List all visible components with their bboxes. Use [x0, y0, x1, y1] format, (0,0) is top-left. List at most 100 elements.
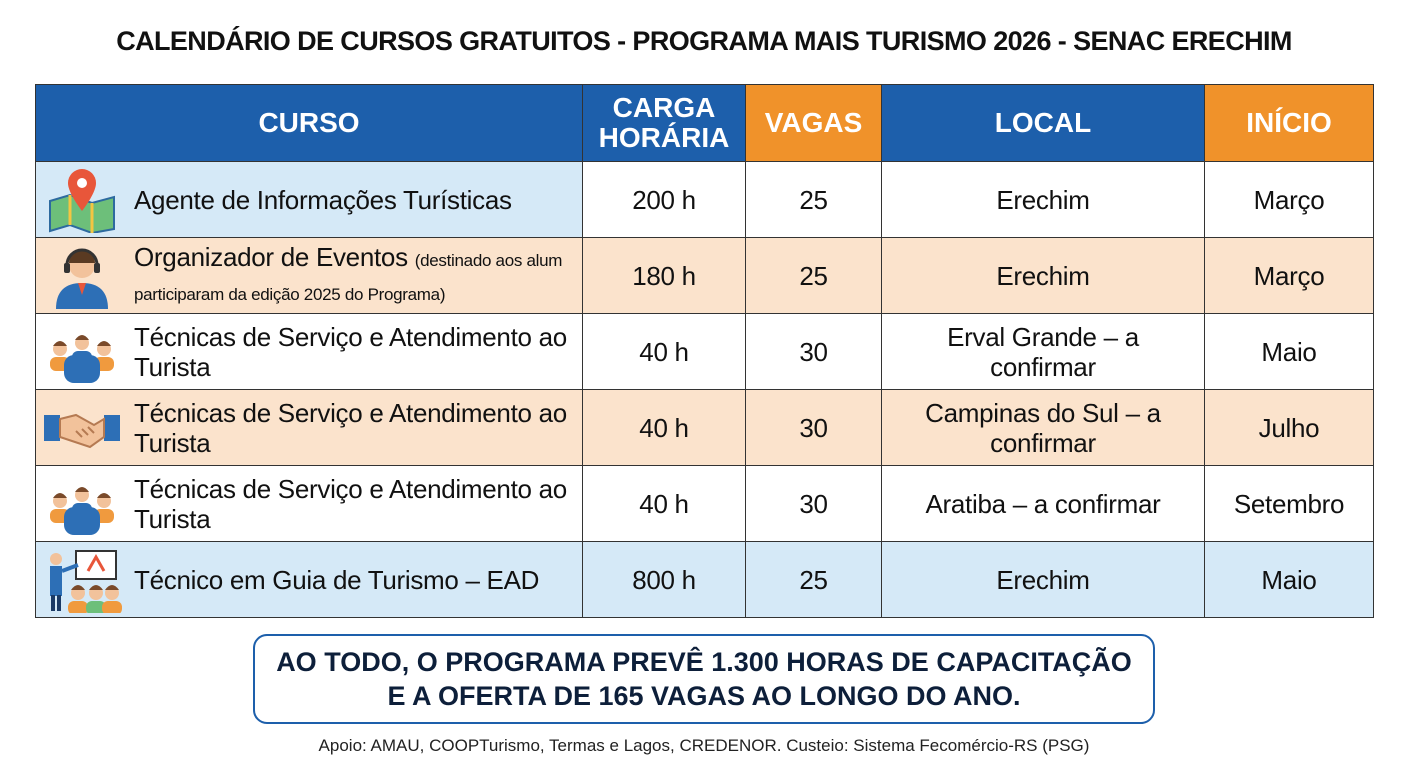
- icon-shape: [68, 168, 96, 211]
- course-table: CURSO CARGA HORÁRIA VAGAS LOCAL INÍCIO Agent…: [35, 84, 1374, 618]
- table-row: Organizador de Eventos (destinado aos al…: [35, 237, 1374, 314]
- column-header: LOCAL: [881, 84, 1205, 162]
- start-cell: Julho: [1204, 389, 1374, 466]
- start-cell: Setembro: [1204, 465, 1374, 542]
- seats-cell: 30: [745, 313, 882, 390]
- course-name: Agente de Informações Turísticas: [134, 184, 512, 215]
- icon-shape: [53, 492, 67, 498]
- table-row: Técnico em Guia de Turismo – EAD 800 h 25 E…: [35, 541, 1374, 618]
- start-cell: Maio: [1204, 541, 1374, 618]
- course-cell: Organizador de Eventos (destinado aos al…: [35, 237, 583, 314]
- course-wrap: Técnico em Guia de Turismo – EAD: [42, 547, 576, 613]
- course-wrap: Técnicas de Serviço e Atendimento ao Tur…: [42, 471, 576, 537]
- hours-cell: 180 h: [582, 237, 746, 314]
- summary-line: E A OFERTA DE 165 VAGAS AO LONGO DO ANO.: [387, 681, 1021, 711]
- icon-shape: [64, 262, 70, 273]
- course-text: Técnicas de Serviço e Atendimento ao Tur…: [134, 474, 576, 534]
- column-header: INÍCIO: [1204, 84, 1374, 162]
- hours-cell: 40 h: [582, 389, 746, 466]
- icon-shape: [49, 168, 115, 233]
- table-row: Técnicas de Serviço e Atendimento ao Tur…: [35, 313, 1374, 390]
- course-name: Técnicas de Serviço e Atendimento ao Tur…: [134, 473, 567, 534]
- icon-shape: [75, 486, 89, 492]
- footer: Apoio: AMAU, COOPTurismo, Termas e Lagos…: [318, 736, 1090, 755]
- course-icon: [42, 547, 122, 613]
- icon-shape: [44, 413, 120, 448]
- column-header: CARGA HORÁRIA: [582, 84, 746, 162]
- course-icon: [42, 243, 122, 309]
- icon-shape: [97, 492, 111, 498]
- summary-line: AO TODO, O PROGRAMA PREVÊ 1.300 HORAS DE…: [276, 647, 1132, 677]
- local-cell: Aratiba – a confirmar: [881, 465, 1205, 542]
- course-text: Técnicas de Serviço e Atendimento ao Tur…: [134, 322, 576, 382]
- course-text: Organizador de Eventos (destinado aos al…: [134, 242, 576, 310]
- page-title: CALENDÁRIO DE CURSOS GRATUITOS - PROGRAM…: [116, 26, 1292, 56]
- icon-shape: [61, 562, 79, 573]
- icon-shape: [69, 249, 95, 263]
- course-icon: [42, 471, 122, 537]
- icon-shape: [89, 584, 103, 590]
- table-row: Agente de Informações Turísticas 200 h 25 E…: [35, 161, 1374, 238]
- local-cell: Erechim: [881, 541, 1205, 618]
- icon-shape: [78, 282, 86, 295]
- icon-shape: [68, 600, 88, 613]
- icon-shape: [105, 584, 119, 590]
- seats-cell: 25: [745, 541, 882, 618]
- icon-shape: [56, 282, 108, 309]
- summary-box: AO TODO, O PROGRAMA PREVÊ 1.300 HORAS DE…: [253, 634, 1155, 724]
- icon-shape: [94, 262, 100, 273]
- icon-shape: [59, 413, 105, 448]
- icon-shape: [50, 486, 114, 535]
- local-cell: Erechim: [881, 237, 1205, 314]
- icon-shape: [97, 340, 111, 346]
- course-wrap: Técnicas de Serviço e Atendimento ao Tur…: [42, 319, 576, 385]
- course-name: Organizador de Eventos: [134, 241, 408, 272]
- table-row: Técnicas de Serviço e Atendimento ao Tur…: [35, 465, 1374, 542]
- icon-shape: [86, 600, 106, 613]
- local-cell: Erval Grande – a confirmar: [881, 313, 1205, 390]
- icon-shape: [71, 584, 85, 590]
- icon-shape: [104, 414, 120, 441]
- seats-cell: 30: [745, 465, 882, 542]
- course-icon: [42, 319, 122, 385]
- icon-shape: [50, 552, 62, 565]
- icon-shape: [57, 594, 61, 611]
- icon-shape: [50, 549, 122, 613]
- icon-shape: [51, 594, 55, 611]
- icon-shape: [86, 553, 106, 572]
- seats-cell: 30: [745, 389, 882, 466]
- start-cell: Março: [1204, 237, 1374, 314]
- icon-shape: [102, 600, 122, 613]
- column-header: CURSO: [35, 84, 583, 162]
- course-wrap: Técnicas de Serviço e Atendimento ao Tur…: [42, 395, 576, 461]
- icon-shape: [56, 248, 108, 309]
- header-row: CURSO CARGA HORÁRIA VAGAS LOCAL INÍCIO: [35, 84, 1374, 162]
- local-cell: Erechim: [881, 161, 1205, 238]
- local-cell: Campinas do Sul – a confirmar: [881, 389, 1205, 466]
- course-icon: [42, 167, 122, 233]
- course-cell: Agente de Informações Turísticas: [35, 161, 583, 238]
- icon-shape: [50, 565, 62, 596]
- icon-shape: [68, 194, 94, 233]
- icon-shape: [65, 248, 99, 265]
- icon-shape: [77, 177, 87, 188]
- seats-cell: 25: [745, 161, 882, 238]
- icon-shape: [50, 334, 114, 383]
- seats-cell: 25: [745, 237, 882, 314]
- hours-cell: 800 h: [582, 541, 746, 618]
- column-header: VAGAS: [745, 84, 882, 162]
- course-text: Técnico em Guia de Turismo – EAD: [134, 565, 539, 595]
- table-row: Técnicas de Serviço e Atendimento ao Tur…: [35, 389, 1374, 466]
- course-text: Agente de Informações Turísticas: [134, 185, 512, 215]
- hours-cell: 40 h: [582, 313, 746, 390]
- icon-shape: [75, 425, 95, 438]
- icon-shape: [75, 334, 89, 340]
- course-cell: Técnicas de Serviço e Atendimento ao Tur…: [35, 389, 583, 466]
- course-name: Técnico em Guia de Turismo – EAD: [134, 564, 540, 595]
- icon-shape: [64, 506, 100, 535]
- start-cell: Março: [1204, 161, 1374, 238]
- course-cell: Técnicas de Serviço e Atendimento ao Tur…: [35, 313, 583, 390]
- course-name: Técnicas de Serviço e Atendimento ao Tur…: [134, 397, 567, 458]
- course-note: (destinado aos alum participaram da ediç…: [134, 250, 563, 304]
